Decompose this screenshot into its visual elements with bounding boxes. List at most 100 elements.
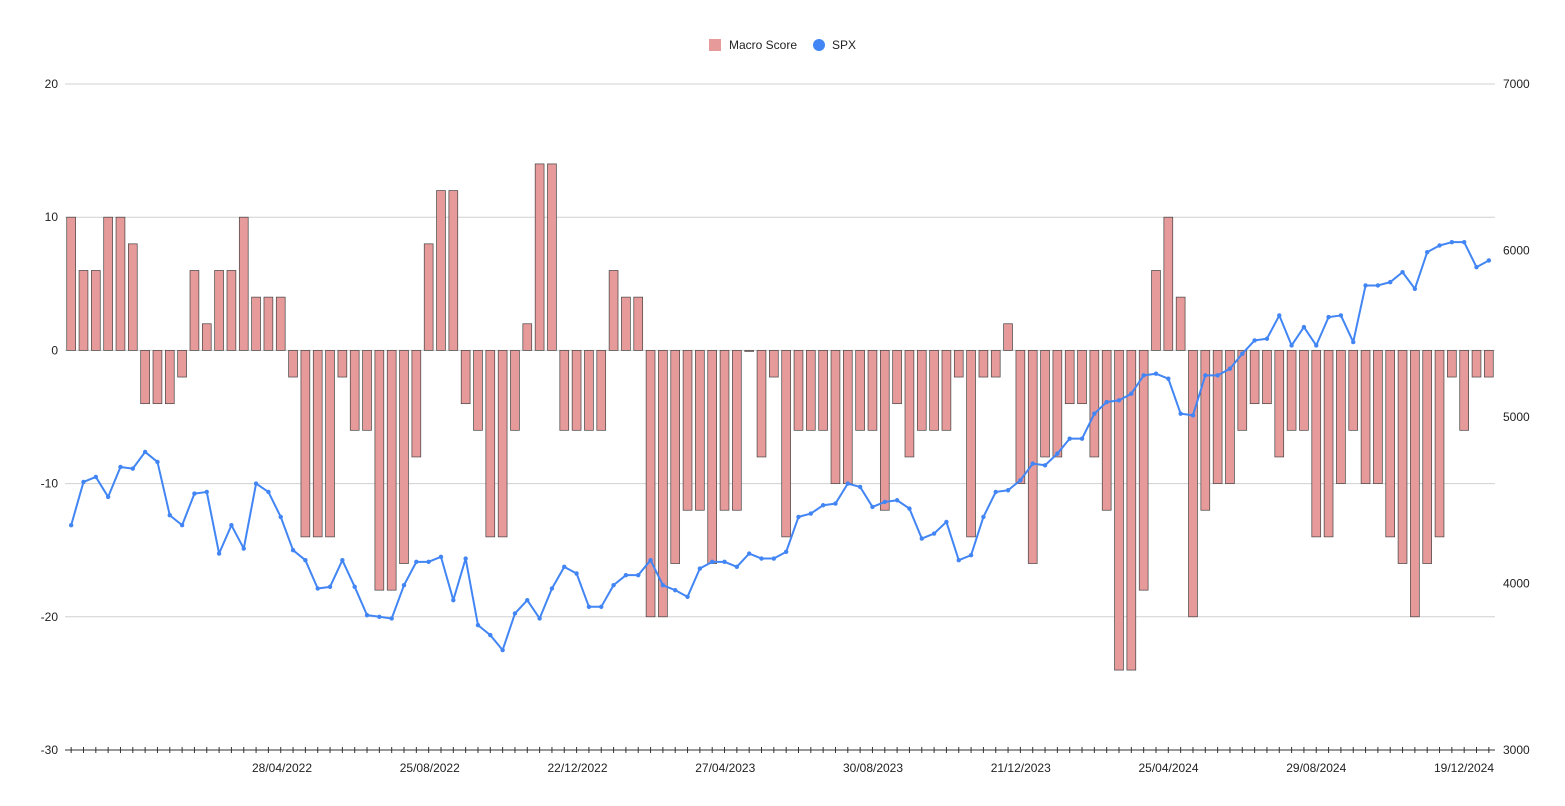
spx-point xyxy=(956,557,961,563)
spx-point xyxy=(118,464,123,470)
bar-macro-score xyxy=(781,350,791,538)
bar-macro-score xyxy=(732,350,742,511)
bar-macro-score xyxy=(1471,350,1482,378)
x-tick-label: 19/12/2024 xyxy=(1434,761,1494,775)
spx-point xyxy=(1190,413,1196,418)
bar-macro-score xyxy=(1015,350,1026,484)
y-left-tick-label: -10 xyxy=(41,477,59,491)
bar-macro-score xyxy=(534,163,545,351)
bar-macro-score xyxy=(1422,350,1432,564)
spx-point xyxy=(709,559,715,565)
bar-macro-score xyxy=(892,350,902,405)
bar-macro-score xyxy=(115,216,126,351)
y-right-tick-label: 5000 xyxy=(1503,410,1530,424)
spx-point xyxy=(327,584,333,590)
x-tick-label: 22/12/2022 xyxy=(547,761,607,775)
spx-point xyxy=(1067,436,1072,441)
bar-macro-score xyxy=(1089,350,1100,458)
spx-point xyxy=(1474,264,1479,270)
bar-macro-score xyxy=(1212,350,1223,484)
bar-macro-score xyxy=(1237,350,1248,431)
bar-macro-score xyxy=(1360,350,1371,484)
bar-macro-score xyxy=(66,216,76,351)
spx-point xyxy=(142,449,148,455)
bar-macro-score xyxy=(695,350,705,511)
legend-label-spx: SPX xyxy=(832,38,856,52)
bar-macro-score xyxy=(1410,350,1420,618)
bar-macro-score xyxy=(756,350,767,458)
spx-point xyxy=(179,523,185,528)
spx-point xyxy=(944,519,949,525)
bar-macro-score xyxy=(201,323,212,351)
spx-point xyxy=(377,614,382,619)
spx-point xyxy=(1412,286,1418,291)
bar-macro-score xyxy=(879,350,890,511)
spx-point xyxy=(734,564,740,570)
spx-point xyxy=(1277,313,1282,318)
bar-macro-score xyxy=(485,350,496,538)
bar-macro-score xyxy=(941,350,952,431)
spx-point xyxy=(870,504,875,510)
bar-macro-score xyxy=(830,350,841,484)
x-tick-label: 25/04/2024 xyxy=(1138,761,1198,775)
bar-macro-score xyxy=(559,350,570,431)
bar-macro-score xyxy=(990,350,1001,378)
bar-macro-score xyxy=(238,216,249,351)
bar-series-macro-score xyxy=(66,163,1494,671)
bar-macro-score xyxy=(152,350,163,405)
spx-line xyxy=(70,241,1490,652)
y-right-tick-label: 3000 xyxy=(1503,743,1530,757)
spx-point xyxy=(303,557,308,563)
bar-macro-score xyxy=(1101,350,1112,511)
spx-point xyxy=(1166,376,1171,381)
bar-macro-score xyxy=(1003,323,1013,351)
spx-point xyxy=(1486,258,1492,263)
bar-macro-score xyxy=(916,350,927,431)
spx-point xyxy=(648,557,653,563)
bar-macro-score xyxy=(436,190,446,351)
spx-point xyxy=(1005,488,1011,493)
bar-macro-score xyxy=(1262,350,1272,405)
bar-macro-score xyxy=(386,350,397,591)
spx-point xyxy=(993,489,998,495)
bar-macro-score xyxy=(1052,350,1063,458)
x-tick-label: 27/04/2023 xyxy=(695,761,755,775)
bar-macro-score xyxy=(1188,350,1198,618)
bar-macro-score xyxy=(1126,350,1137,671)
spx-point xyxy=(266,489,271,495)
spx-point xyxy=(981,514,986,520)
line-series-spx xyxy=(68,239,1492,653)
spx-point xyxy=(1203,373,1208,378)
bar-macro-score xyxy=(793,350,804,431)
y-left-tick-label: 20 xyxy=(45,77,59,91)
bar-macro-score xyxy=(214,270,224,351)
bar-macro-score xyxy=(806,350,816,431)
spx-point xyxy=(1092,411,1097,416)
bar-macro-score xyxy=(1249,350,1260,405)
bar-macro-score xyxy=(140,350,150,405)
spx-point xyxy=(364,612,370,618)
spx-point xyxy=(882,499,887,505)
spx-point xyxy=(1104,399,1109,405)
spx-point xyxy=(253,481,259,486)
bar-macro-score xyxy=(1151,270,1161,351)
spx-point xyxy=(1449,239,1455,245)
spx-point xyxy=(241,546,246,551)
bar-macro-score xyxy=(953,350,964,378)
bar-macro-score xyxy=(497,350,508,538)
bar-macro-score xyxy=(1040,350,1050,458)
spx-point xyxy=(192,491,197,496)
spx-point xyxy=(1129,391,1134,396)
bar-macro-score xyxy=(78,270,89,351)
spx-point xyxy=(1437,243,1442,248)
spx-point xyxy=(660,582,666,588)
bar-macro-score xyxy=(263,296,274,351)
spx-point xyxy=(845,481,851,486)
spx-point xyxy=(500,647,505,653)
bar-macro-score xyxy=(1311,350,1322,538)
bar-macro-score xyxy=(362,350,372,431)
spx-point xyxy=(833,501,838,506)
spx-point xyxy=(463,556,468,561)
spx-point xyxy=(229,523,234,528)
spx-point xyxy=(290,548,296,553)
